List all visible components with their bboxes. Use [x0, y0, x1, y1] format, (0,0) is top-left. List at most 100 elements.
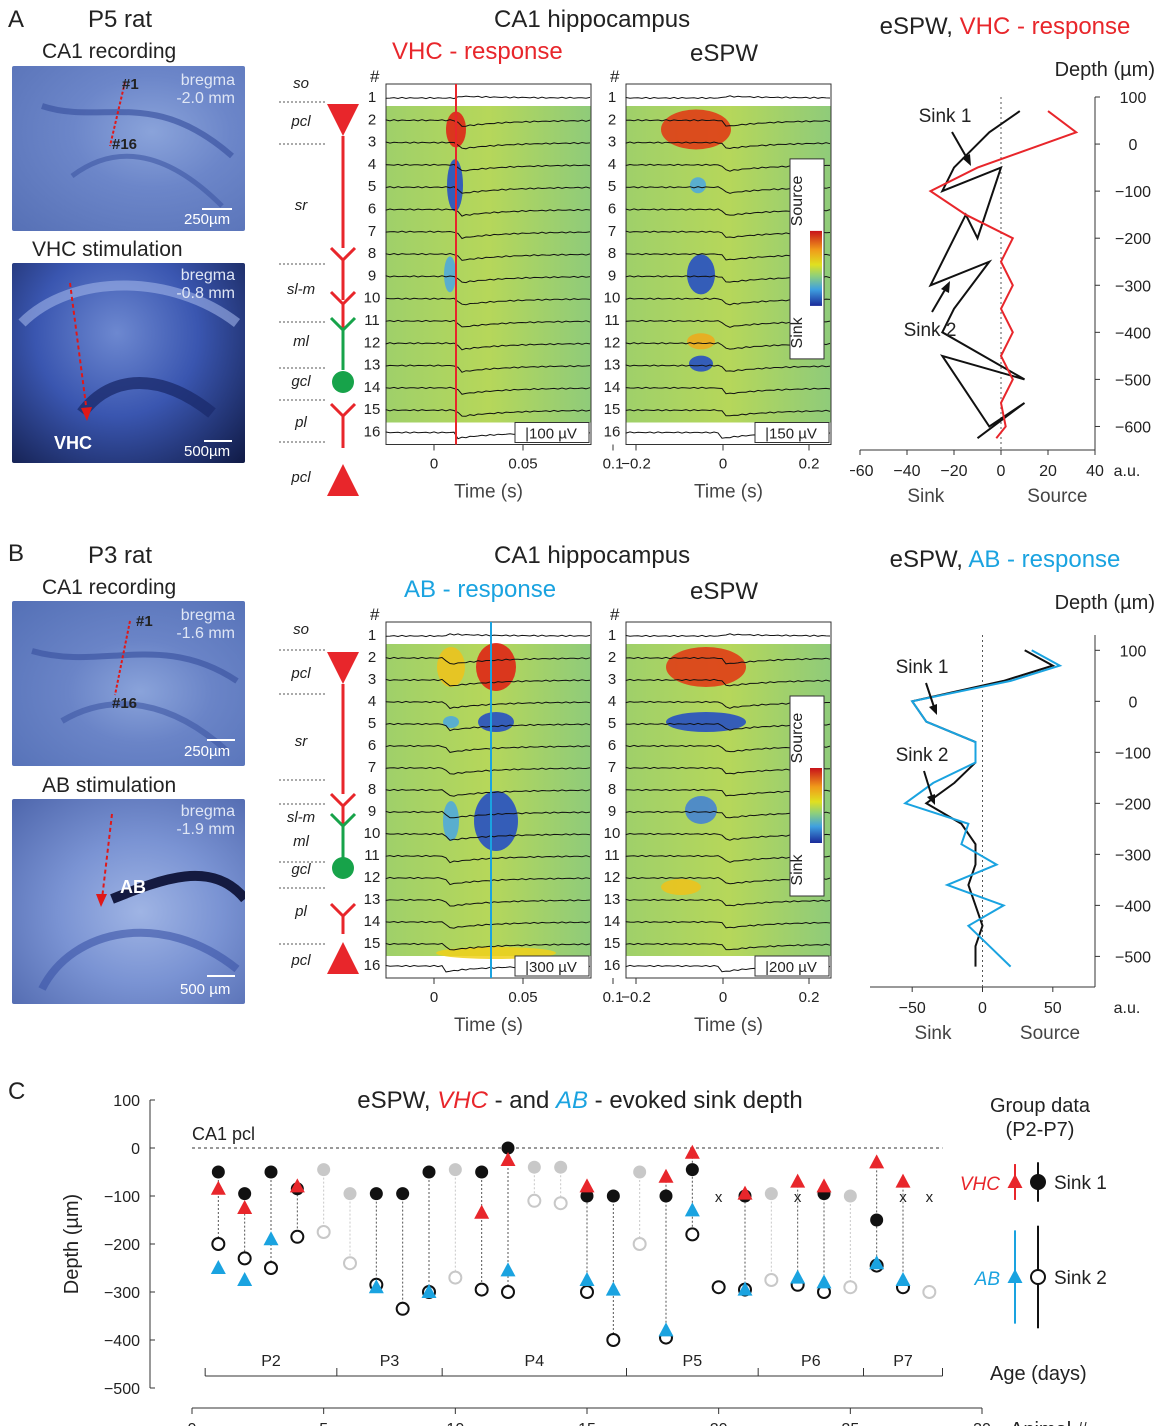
colorbar-top-label: Source [789, 175, 806, 226]
x-tick-label: 25 [841, 1421, 859, 1426]
panel-b-recording-image: bregma -1.6 mm #1 #16 250µm [12, 601, 245, 766]
y-tick-label: −600 [1115, 419, 1151, 436]
sink1-point [238, 1187, 252, 1201]
annotation-sink2: Sink 2 [904, 320, 957, 341]
channel-number: 14 [604, 913, 621, 930]
chart-title-part: - evoked sink depth [588, 1087, 803, 1114]
channel-number: 15 [364, 401, 381, 418]
annotation-sink1: Sink 1 [919, 106, 972, 127]
lfp-trace [385, 95, 591, 100]
panel-a-stim-scale: 500µm [184, 443, 231, 460]
x-tick-label: 0 [188, 1421, 197, 1426]
sink2-point [211, 1237, 226, 1251]
annotation-arrowhead [929, 704, 937, 715]
lfp-trace [625, 633, 831, 638]
ab-point [895, 1272, 911, 1286]
pyramidal-cell-icon [327, 464, 359, 496]
csd-blob [443, 801, 459, 841]
lfp-trace [385, 678, 591, 687]
legend-label: Sink 2 [1054, 1268, 1107, 1289]
csd-blob [661, 109, 731, 150]
profile-line-red [928, 110, 1079, 439]
profile-line-black [928, 110, 1026, 439]
y-tick-label: −500 [1115, 372, 1151, 389]
panel-a-stim-scalebar [204, 440, 232, 442]
panel-a-rec-bregma: bregma -2.0 mm [176, 72, 235, 107]
age-axis-label: Age (days) [990, 1363, 1087, 1385]
x-unit-label: a.u. [1114, 463, 1141, 480]
vhc-point [790, 1173, 806, 1188]
sink1-point [580, 1189, 594, 1203]
lfp-trace [385, 409, 591, 417]
panel-b-ch-last: #16 [112, 695, 138, 712]
ab-point [368, 1279, 384, 1294]
panel-b-letter: B [8, 540, 25, 567]
y-tick-label: −400 [104, 1333, 140, 1350]
channel-number: 16 [604, 424, 621, 441]
x-axis-label: Time (s) [694, 1015, 763, 1036]
panel-a-rec-title: CA1 recording [42, 40, 177, 63]
y-tick-label: −400 [1115, 325, 1151, 342]
scalebar-box [754, 422, 830, 443]
channel-number: 13 [604, 891, 621, 908]
channel-number: 13 [364, 357, 381, 374]
x-axis-label: Animal # [1010, 1419, 1089, 1426]
panel-b-rec-bregma: bregma -1.6 mm [176, 607, 235, 642]
x-tick-label: −0.2 [621, 456, 651, 473]
x-unit-label: a.u. [1114, 1000, 1141, 1017]
y-tick-label: −300 [104, 1285, 140, 1302]
sink2-point [501, 1285, 515, 1299]
csd-blob [689, 355, 713, 372]
scalebar-box [514, 422, 590, 443]
channel-number: 4 [608, 156, 616, 173]
ab-point [237, 1272, 253, 1286]
channel-number: 12 [364, 869, 381, 886]
sink2-point [264, 1261, 278, 1275]
chart-title: eSPW, AB - response [890, 546, 1121, 573]
lfp-trace [385, 186, 591, 194]
panel-a-rec-scale: 250µm [184, 211, 231, 228]
pyramidal-cell-icon [327, 104, 359, 136]
dendrite-fork [329, 316, 357, 342]
x-tick-label: 15 [578, 1421, 596, 1426]
lfp-trace [385, 386, 591, 395]
legend-triangle [1007, 1174, 1023, 1188]
lfp-trace [385, 942, 591, 951]
layer-label: sr [295, 733, 309, 750]
csd-blob [666, 712, 746, 732]
x-tick-label: 0 [978, 1000, 987, 1017]
panel-a-espw-title: eSPW [690, 40, 759, 67]
colorbar-bottom-label: Sink [789, 853, 806, 885]
x-tick-label: −50 [899, 1000, 926, 1017]
csd-blob [443, 716, 459, 728]
channel-number: 6 [368, 737, 376, 754]
missing-marker: x [794, 1189, 802, 1206]
layer-label: pcl [290, 469, 311, 486]
layer-label: ml [293, 333, 309, 350]
channel-number: 2 [608, 649, 616, 666]
sink2-point [922, 1285, 937, 1299]
csd-blob [474, 791, 518, 851]
panel-a-stim-bregma: bregma -0.8 mm [176, 267, 235, 302]
heatmap-frame [625, 621, 832, 979]
panel-a-rat: P5 rat [88, 6, 153, 33]
layer-label: pl [294, 903, 307, 920]
age-group-label: P4 [525, 1353, 545, 1370]
lfp-trace [385, 633, 591, 638]
channel-number: 10 [364, 825, 381, 842]
ab-point [658, 1322, 674, 1337]
channel-number: 5 [608, 178, 616, 195]
missing-marker: x [899, 1189, 907, 1206]
panel-b-rec-scale: 250µm [184, 743, 231, 760]
layer-label: pcl [290, 113, 311, 130]
vhc-point [684, 1144, 700, 1159]
ab-point [263, 1231, 279, 1246]
sink2-point [711, 1280, 726, 1295]
sink2-point [527, 1193, 542, 1208]
annotation-arrowhead [962, 154, 971, 166]
channel-header: # [610, 67, 620, 86]
sink1-point [685, 1163, 699, 1177]
x-tick-label: 10 [446, 1421, 464, 1426]
sink1-point [264, 1165, 278, 1179]
